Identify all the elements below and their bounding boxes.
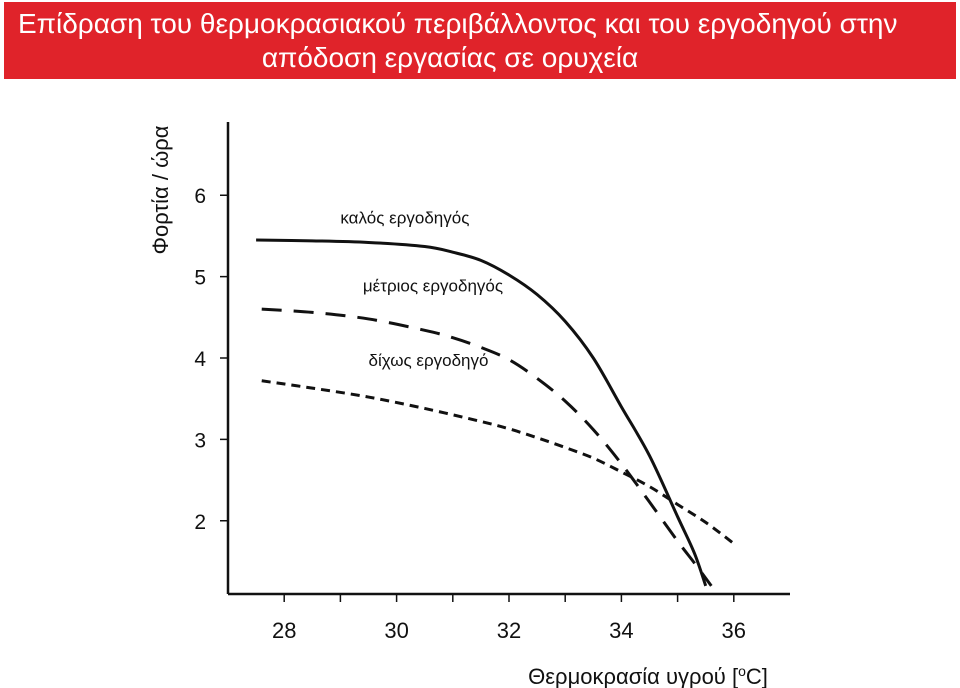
y-tick-label: 2: [194, 511, 206, 534]
y-tick-label: 3: [194, 429, 206, 452]
x-axis-label: Θερμοκρασία υγρού [oC]: [528, 663, 768, 688]
series-line-dashed: [261, 307, 713, 587]
x-tick-label: 36: [722, 618, 746, 643]
x-tick-label: 34: [609, 618, 633, 643]
title-banner: Επίδραση του θερμοκρασιακού περιβάλλοντο…: [4, 2, 956, 79]
y-tick-label: 6: [194, 185, 206, 208]
x-tick-label: 30: [384, 618, 408, 643]
y-tick-label: 5: [194, 267, 206, 290]
y-tick-label: 4: [194, 348, 206, 371]
annotation-layer: καλός εργοδηγός μέτριος εργοδηγός δίχως ερ…: [340, 209, 503, 370]
x-tick-label: 28: [272, 618, 296, 643]
y-axis-label: Φορτία / ώρα: [148, 125, 173, 254]
series-label: δίχως εργοδηγό: [369, 351, 489, 370]
series-layer: [256, 238, 735, 587]
series-label: μέτριος εργοδηγός: [363, 276, 503, 295]
series-line-solid: [256, 238, 708, 587]
chart-title-line-2: απόδοση εργασίας σε ορυχεία: [261, 42, 639, 73]
x-tick-label: 32: [497, 618, 521, 643]
chart-title-line-1: Επίδραση του θερμοκρασιακού περιβάλλοντο…: [18, 8, 898, 39]
series-line-dotted: [261, 379, 735, 545]
series-label: καλός εργοδηγός: [340, 209, 469, 228]
